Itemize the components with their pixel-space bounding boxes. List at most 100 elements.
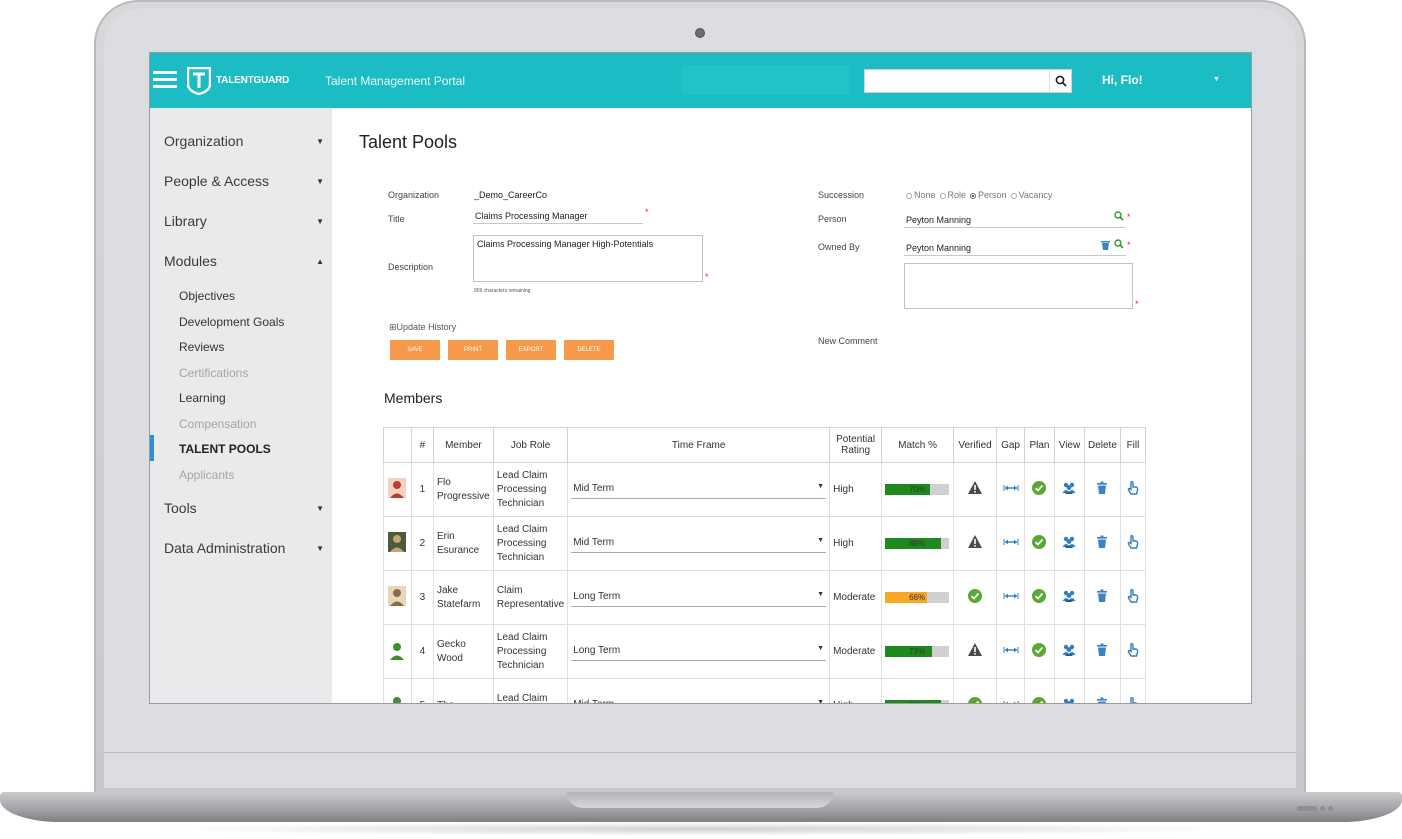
- check-icon[interactable]: [967, 588, 983, 604]
- search-box[interactable]: [864, 69, 1072, 93]
- gap-arrows-icon[interactable]: [1003, 534, 1019, 550]
- sidebar-item-data-administration[interactable]: Data Administration ▼: [164, 540, 328, 556]
- sidebar-item-modules[interactable]: Modules ▲: [164, 253, 328, 269]
- hand-pointer-icon[interactable]: [1125, 696, 1141, 704]
- search-input[interactable]: [865, 70, 1049, 92]
- member-name[interactable]: The: [432, 678, 494, 703]
- row-number: 1: [410, 462, 434, 517]
- gap-arrows-icon[interactable]: [1003, 642, 1019, 658]
- sidebar-subitem-applicants[interactable]: Applicants: [179, 468, 235, 482]
- verified-cell: [953, 516, 998, 571]
- warning-icon[interactable]: [967, 480, 983, 496]
- user-menu-chevron-down-icon[interactable]: ▼: [1213, 76, 1220, 83]
- sidebar-subitem-objectives[interactable]: Objectives: [179, 289, 236, 303]
- row-number: 3: [410, 570, 434, 625]
- warning-icon[interactable]: [967, 642, 983, 658]
- trash-icon[interactable]: [1094, 642, 1110, 658]
- succession-option-person[interactable]: Person: [970, 190, 1007, 200]
- gap-arrows-icon[interactable]: [1003, 696, 1019, 704]
- member-name[interactable]: Erin Esurance: [432, 516, 494, 571]
- succession-option-vacancy[interactable]: Vacancy: [1010, 190, 1052, 200]
- trash-icon[interactable]: [1100, 239, 1111, 251]
- member-name[interactable]: Gecko Wood: [432, 624, 494, 679]
- description-field[interactable]: Claims Processing Manager High-Potential…: [473, 235, 703, 282]
- people-view-icon[interactable]: [1061, 588, 1077, 604]
- delete-button[interactable]: DELETE: [564, 340, 614, 360]
- new-comment-required-mark: *: [1135, 299, 1139, 309]
- owner-search-icon[interactable]: [1114, 239, 1124, 249]
- row-number: 5: [410, 678, 434, 703]
- plan-check-icon[interactable]: [1031, 534, 1047, 550]
- verified-cell: [953, 462, 998, 517]
- time-frame-select[interactable]: Mid Term ▼: [571, 481, 827, 499]
- people-view-icon[interactable]: [1061, 696, 1077, 704]
- trash-icon[interactable]: [1094, 534, 1110, 550]
- sidebar-subitem-learning[interactable]: Learning: [179, 391, 226, 405]
- plan-check-icon[interactable]: [1031, 480, 1047, 496]
- verified-cell: [953, 678, 998, 704]
- time-frame-select[interactable]: Long Term ▼: [571, 589, 827, 607]
- description-required-mark: *: [705, 272, 709, 282]
- print-button[interactable]: PRINT: [448, 340, 498, 360]
- hand-pointer-icon[interactable]: [1125, 480, 1141, 496]
- succession-option-role[interactable]: Role: [939, 190, 966, 200]
- plan-check-icon[interactable]: [1031, 588, 1047, 604]
- fill-cell: [1119, 624, 1147, 679]
- portal-title: Talent Management Portal: [325, 74, 466, 88]
- sidebar-item-organization[interactable]: Organization ▼: [164, 133, 328, 149]
- check-icon[interactable]: [967, 696, 983, 704]
- view-cell: [1053, 678, 1085, 704]
- warning-icon[interactable]: [967, 534, 983, 550]
- time-frame-select[interactable]: Long Term ▼: [571, 643, 827, 661]
- sidebar-subitem-talent-pools[interactable]: TALENT POOLS: [179, 442, 271, 456]
- chevron-down-icon: ▼: [817, 644, 825, 652]
- time-frame-select[interactable]: Mid Term ▼: [571, 535, 827, 553]
- hand-pointer-icon[interactable]: [1125, 534, 1141, 550]
- member-avatar-cell: [383, 570, 412, 625]
- delete-cell: [1083, 462, 1121, 517]
- hand-pointer-icon[interactable]: [1125, 588, 1141, 604]
- sidebar-item-label: People & Access: [164, 173, 270, 189]
- gap-arrows-icon[interactable]: [1003, 480, 1019, 496]
- trash-icon[interactable]: [1094, 696, 1110, 704]
- sidebar-subitem-development-goals[interactable]: Development Goals: [179, 315, 285, 329]
- time-frame-select[interactable]: Mid Term ▼: [571, 697, 826, 704]
- trash-icon[interactable]: [1094, 588, 1110, 604]
- sidebar-subitem-certifications[interactable]: Certifications: [179, 366, 249, 380]
- succession-option-none[interactable]: None: [906, 190, 936, 200]
- export-button[interactable]: EXPORT: [506, 340, 556, 360]
- laptop-base-notch: [567, 792, 833, 808]
- member-name[interactable]: Jake Statefarm: [432, 570, 494, 625]
- title-field[interactable]: [473, 208, 643, 224]
- person-search-icon[interactable]: [1114, 211, 1124, 221]
- plan-check-icon[interactable]: [1031, 642, 1047, 658]
- new-comment-field[interactable]: [904, 263, 1133, 309]
- update-history-toggle[interactable]: ⊞Update History: [389, 322, 457, 332]
- avatar: [388, 694, 407, 703]
- search-button[interactable]: [1049, 70, 1071, 92]
- sidebar-item-tools[interactable]: Tools ▼: [164, 500, 328, 516]
- members-heading: Members: [384, 390, 443, 406]
- member-name[interactable]: Flo Progressive: [432, 462, 494, 517]
- plan-check-icon[interactable]: [1031, 696, 1047, 704]
- sidebar-subitem-reviews[interactable]: Reviews: [179, 340, 225, 354]
- search-icon: [1055, 75, 1067, 87]
- hamburger-menu-icon[interactable]: [153, 71, 177, 89]
- gap-arrows-icon[interactable]: [1003, 588, 1019, 604]
- person-field[interactable]: [904, 212, 1126, 228]
- verified-cell: [953, 570, 998, 625]
- people-view-icon[interactable]: [1061, 534, 1077, 550]
- fill-cell: [1119, 570, 1147, 625]
- user-greeting[interactable]: Hi, Flo!: [1102, 73, 1143, 87]
- organization-value: _Demo_CareerCo: [474, 190, 548, 200]
- people-view-icon[interactable]: [1061, 480, 1077, 496]
- gap-cell: [996, 516, 1025, 571]
- hand-pointer-icon[interactable]: [1125, 642, 1141, 658]
- sidebar-subitem-compensation[interactable]: Compensation: [179, 417, 257, 431]
- save-button[interactable]: SAVE: [390, 340, 440, 360]
- trash-icon[interactable]: [1094, 480, 1110, 496]
- people-view-icon[interactable]: [1061, 642, 1077, 658]
- sidebar-item-library[interactable]: Library ▼: [164, 213, 328, 229]
- owned-by-field[interactable]: [904, 240, 1126, 256]
- sidebar-item-people-access[interactable]: People & Access ▼: [164, 173, 328, 189]
